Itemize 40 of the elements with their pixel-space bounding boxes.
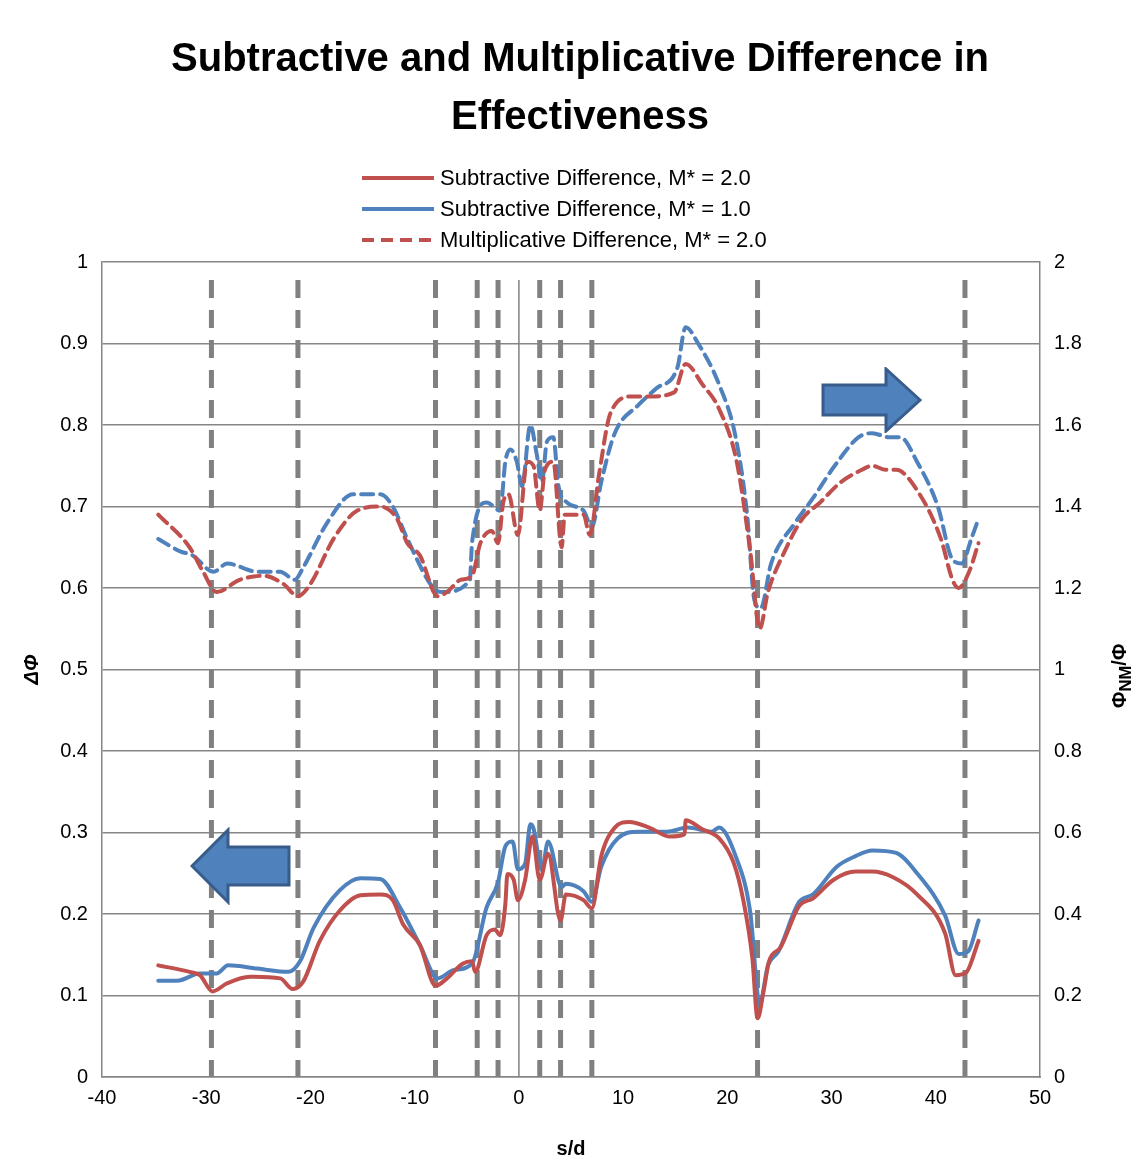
y-tick-label: 0.2 [60, 901, 88, 924]
y2-tick-label: 1 [1054, 657, 1066, 680]
x-axis-title: s/d [556, 1136, 586, 1159]
x-tick-label: 50 [1028, 1085, 1052, 1108]
y2-tick-label: 1.8 [1054, 331, 1082, 354]
y2-tick-label: 2 [1054, 249, 1066, 272]
y-tick-label: 0.9 [60, 331, 88, 354]
chart-title: Subtractive and Multiplicative Difference in Effectiveness [170, 34, 990, 139]
x-tick-label: -40 [87, 1085, 117, 1108]
line-series [156, 361, 981, 631]
x-tick-label: 20 [716, 1085, 739, 1108]
y2-tick-label: 1.2 [1054, 575, 1082, 598]
legend-label: Subtractive Difference, M* = 2.0 [440, 164, 751, 191]
y-tick-label: 0.1 [60, 983, 88, 1006]
y2-tick-label: 1.4 [1054, 494, 1082, 517]
x-tick-label: -10 [400, 1085, 430, 1108]
y-tick-label: 0.8 [60, 412, 88, 435]
x-tick-label: 10 [611, 1085, 635, 1108]
y2-tick-label: 0.6 [1054, 820, 1082, 843]
y-tick-label: 0.5 [60, 657, 88, 680]
y-tick-label: 0 [76, 1064, 88, 1087]
x-tick-label: 40 [924, 1085, 947, 1108]
y2-tick-label: 0.2 [1054, 983, 1082, 1006]
y-tick-label: 0.6 [60, 575, 88, 598]
x-tick-label: -20 [295, 1085, 325, 1108]
y-tick-label: 1 [76, 249, 88, 272]
y2-tick-label: 0.4 [1054, 901, 1082, 924]
line-series [156, 325, 981, 611]
legend-label: Subtractive Difference, M* = 1.0 [440, 195, 751, 222]
y2-tick-label: 0 [1054, 1064, 1066, 1087]
legend-label: Multiplicative Difference, M* = 2.0 [440, 226, 767, 253]
y2-tick-label: 1.6 [1054, 412, 1082, 435]
y2-tick-label: 0.8 [1054, 738, 1082, 761]
x-tick-label: 0 [513, 1085, 525, 1108]
y-tick-label: 0.3 [60, 820, 88, 843]
y-axis-title: ΔΦ [19, 654, 42, 686]
y-tick-label: 0.4 [60, 738, 88, 761]
x-tick-label: -30 [191, 1085, 221, 1108]
x-tick-label: 30 [820, 1085, 843, 1108]
y-tick-label: 0.7 [60, 494, 88, 517]
